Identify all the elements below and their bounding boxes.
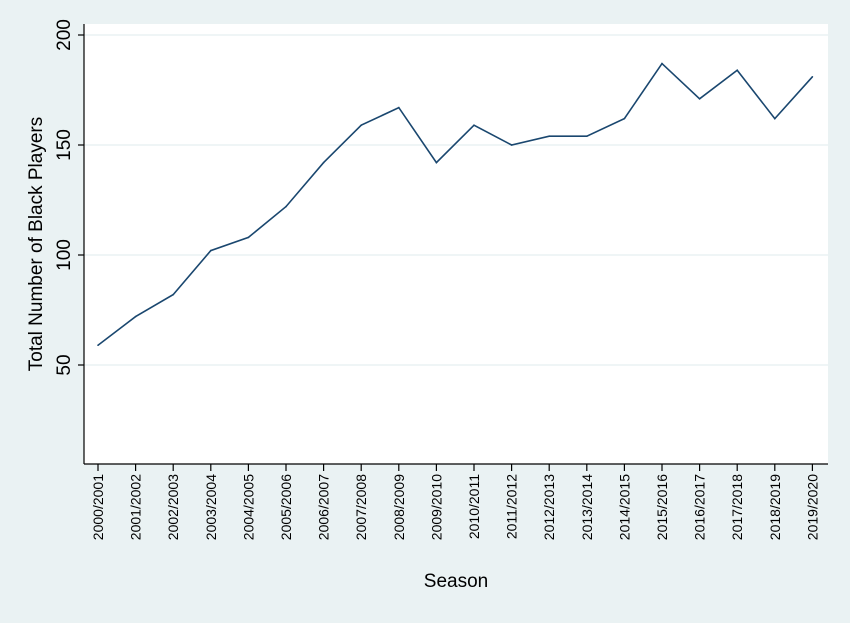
x-tick-label: 2009/2010	[428, 474, 444, 540]
y-tick-label: 50	[54, 354, 75, 375]
data-point	[172, 293, 174, 296]
data-point	[435, 161, 438, 164]
y-ticks: 50 100 150 200	[54, 19, 84, 376]
data-point	[774, 117, 776, 120]
series-line	[97, 62, 813, 346]
x-tick-label: 2000/2001	[90, 474, 106, 540]
data-point	[285, 205, 287, 208]
x-tick-label: 2007/2008	[353, 474, 369, 540]
x-tick-label: 2014/2015	[616, 474, 632, 540]
x-tick-label: 2012/2013	[541, 474, 557, 540]
data-point	[473, 124, 475, 126]
data-point	[210, 249, 212, 252]
data-point	[97, 344, 99, 347]
data-point	[586, 135, 588, 137]
x-tick-label: 2001/2002	[128, 474, 144, 540]
x-tick-label: 2013/2014	[579, 474, 595, 540]
data-point	[548, 135, 550, 137]
data-point	[661, 62, 663, 65]
axes	[83, 24, 828, 465]
data-point	[322, 161, 325, 164]
y-tick-label: 150	[54, 129, 75, 161]
series	[97, 62, 814, 347]
x-ticks: 2000/2001 2001/2002 2002/2003 2003/2004 2004…	[90, 464, 820, 540]
data-point	[510, 144, 513, 146]
x-tick-label: 2002/2003	[165, 474, 181, 540]
x-tick-label: 2006/2007	[316, 474, 332, 540]
data-point	[698, 98, 701, 100]
x-axis-title: Season	[424, 571, 488, 592]
data-point	[736, 69, 738, 71]
x-tick-label: 2004/2005	[240, 474, 256, 540]
x-tick-label: 2011/2012	[504, 474, 520, 539]
data-point	[811, 76, 814, 78]
x-tick-label: 2010/2011	[466, 474, 482, 539]
plot-area	[84, 24, 828, 464]
y-tick-label: 200	[54, 19, 75, 51]
data-point	[247, 236, 250, 239]
data-point	[360, 124, 363, 126]
x-tick-label: 2003/2004	[203, 474, 219, 540]
x-tick-label: 2008/2009	[391, 474, 407, 540]
x-tick-label: 2019/2020	[804, 474, 820, 540]
x-tick-label: 2017/2018	[729, 474, 745, 540]
data-point	[398, 106, 400, 109]
x-tick-label: 2015/2016	[654, 474, 670, 540]
x-tick-label: 2005/2006	[278, 474, 294, 540]
x-tick-label: 2016/2017	[692, 474, 708, 540]
data-point	[623, 117, 626, 120]
x-tick-label: 2018/2019	[767, 474, 783, 540]
data-point	[134, 315, 137, 318]
y-axis-title: Total Number of Black Players	[26, 117, 47, 372]
y-tick-label: 100	[54, 239, 75, 271]
